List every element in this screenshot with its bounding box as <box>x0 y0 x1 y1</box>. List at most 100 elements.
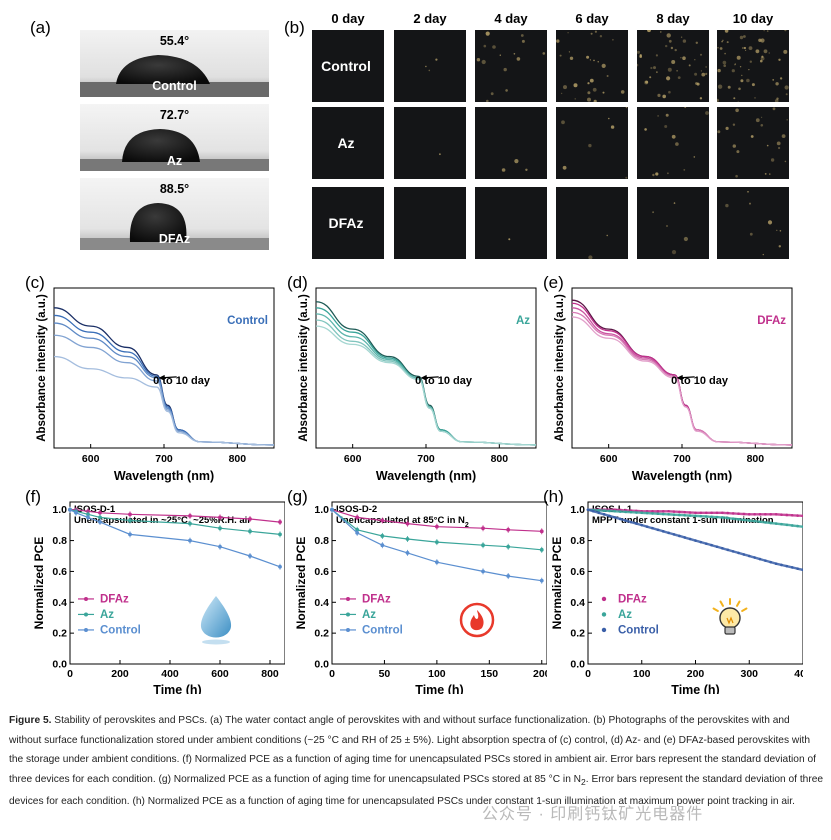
absorbance-chart-az: 600 700 800 Wavelength (nm) Absorbance inten… <box>298 287 537 483</box>
data-point <box>434 524 439 529</box>
data-point <box>796 514 799 517</box>
data-point <box>278 520 282 524</box>
data-point <box>278 532 282 537</box>
x-tick-label: 700 <box>417 453 435 465</box>
legend-marker <box>84 612 88 617</box>
data-point <box>688 514 692 517</box>
data-point <box>683 513 687 517</box>
x-axis-label: Wavelength (nm) <box>376 469 476 483</box>
data-point <box>780 563 783 567</box>
data-point <box>597 511 601 515</box>
spectrum-line <box>315 325 537 446</box>
data-point <box>769 521 773 525</box>
data-point <box>651 526 654 530</box>
perovskite-film-photo <box>635 28 709 102</box>
x-tick-label: 0 <box>329 668 335 680</box>
y-tick-label: 0.6 <box>570 566 585 578</box>
y-tick-label: 0.0 <box>570 659 585 671</box>
y-tick-label: 0.0 <box>314 659 329 671</box>
y-axis-label: Normalized PCE <box>294 537 308 630</box>
x-tick-label: 700 <box>155 453 173 465</box>
x-tick-label: 50 <box>379 668 391 680</box>
x-tick-label: 0 <box>585 668 591 680</box>
legend-label: Control <box>100 624 141 636</box>
data-point <box>672 533 676 536</box>
data-point <box>699 511 703 515</box>
data-point <box>731 512 735 515</box>
data-point <box>721 511 724 515</box>
data-point <box>128 512 132 517</box>
data-point <box>651 509 654 513</box>
data-point <box>188 513 192 518</box>
x-axis-label: Time (h) <box>415 683 463 694</box>
data-point <box>128 518 132 523</box>
data-point <box>661 512 665 516</box>
legend-marker <box>84 627 88 632</box>
y-tick-label: 1.0 <box>570 504 585 516</box>
perovskite-film-photo <box>475 187 547 259</box>
panel-label-c: (c) <box>25 273 45 292</box>
data-point <box>434 560 439 565</box>
data-point <box>742 553 746 556</box>
legend-marker <box>601 627 607 633</box>
x-tick-label: 800 <box>229 453 247 465</box>
perovskite-film-photo <box>637 106 709 179</box>
data-point <box>434 540 439 545</box>
panel-label-b: (b) <box>284 18 305 37</box>
panel-label-d: (d) <box>287 273 308 292</box>
chart-subtitle: MPPT under constant 1-sun illumination <box>592 515 774 526</box>
sample-row-label: Az <box>337 135 355 151</box>
pce-chart-isos-l1: 0 100 200 300 400 0.0 0.2 0.4 0.6 0.8 1.0 Time (h) N… <box>550 501 803 694</box>
data-point <box>774 513 778 516</box>
data-point <box>667 531 670 535</box>
data-point <box>758 520 762 524</box>
x-axis-label: Wavelength (nm) <box>114 469 214 483</box>
data-point <box>742 512 746 516</box>
caption-text-2: . Error bars represent the standard devi… <box>9 773 824 808</box>
y-axis-label: Absorbance intensity (a.u.) <box>554 294 566 442</box>
water-drop-icon <box>200 596 232 645</box>
perovskite-film-photo <box>312 187 384 259</box>
data-point <box>764 513 767 516</box>
data-point <box>661 530 665 533</box>
absorbance-chart-control: 600 700 800 Wavelength (nm) Absorbance inten… <box>36 287 275 483</box>
data-point <box>683 510 687 514</box>
legend-label: Control <box>618 624 659 636</box>
perovskite-film-photo <box>715 29 789 103</box>
data-point <box>796 524 799 528</box>
y-tick-label: 1.0 <box>52 504 67 516</box>
light-bulb-icon <box>712 598 748 635</box>
data-point <box>539 578 544 583</box>
data-point <box>678 510 681 514</box>
contact-angle-sample: Control <box>152 79 197 93</box>
data-point <box>764 521 767 524</box>
perovskite-film-photo <box>394 187 466 259</box>
data-point <box>624 519 627 522</box>
x-tick-label: 700 <box>673 453 691 465</box>
data-point <box>769 560 773 564</box>
chart-title: ISOS-D-2 <box>336 504 377 515</box>
x-tick-label: 600 <box>211 668 229 680</box>
data-point <box>481 543 485 548</box>
data-point <box>699 540 703 544</box>
data-point <box>98 520 102 524</box>
data-point <box>704 515 708 518</box>
data-point <box>481 569 485 574</box>
data-point <box>774 562 778 566</box>
data-point <box>688 511 692 514</box>
data-point <box>672 513 676 516</box>
perovskite-film-photo <box>717 107 789 179</box>
perovskite-film-photo <box>717 187 789 259</box>
contact-angle-sample: Az <box>166 154 183 168</box>
pce-chart-isos-d2: 0 50 100 150 200 0.0 0.2 0.4 0.6 0.8 1.0 Time (h) No… <box>294 501 547 694</box>
legend-marker <box>346 596 350 601</box>
data-point <box>753 519 756 523</box>
legend-marker <box>84 596 88 601</box>
spectrum-line <box>571 316 793 446</box>
figure-caption: Figure 5. Stability of perovskites and P… <box>9 711 824 812</box>
data-point <box>758 557 762 561</box>
data-point <box>624 510 627 514</box>
contact-angle-value: 88.5° <box>159 182 190 196</box>
data-point <box>405 551 410 555</box>
plot-frame <box>571 287 793 449</box>
